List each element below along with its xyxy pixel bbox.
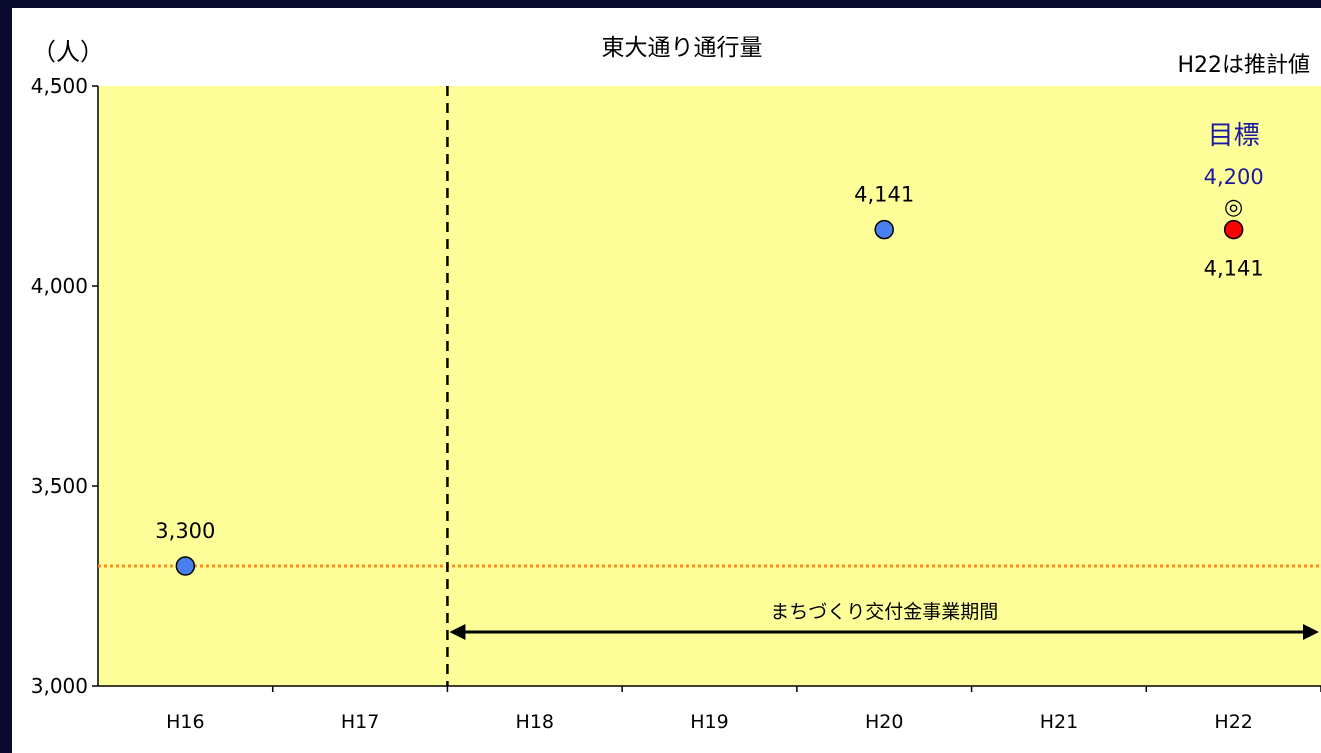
y-tick-label: 3,500 <box>31 474 88 498</box>
data-point <box>1223 219 1244 240</box>
target-value-label: 4,200 <box>1204 165 1264 189</box>
plot-area <box>98 86 1321 686</box>
chart-title: 東大通り通行量 <box>602 35 763 61</box>
data-point <box>874 219 894 240</box>
data-label: 4,141 <box>854 183 914 207</box>
y-tick-label: 4,500 <box>31 74 88 98</box>
data-label: 3,300 <box>155 519 215 543</box>
y-tick-label: 3,000 <box>31 674 88 698</box>
x-tick-label: H16 <box>166 711 204 733</box>
x-tick-label: H17 <box>341 711 379 733</box>
x-tick-label: H22 <box>1214 711 1252 733</box>
x-tick-label: H18 <box>516 711 554 733</box>
period-label: まちづくり交付金事業期間 <box>770 601 998 623</box>
target-marker: ◎ <box>1224 195 1243 220</box>
x-tick-label: H21 <box>1040 711 1078 733</box>
x-tick-label: H19 <box>690 711 728 733</box>
data-label: 4,141 <box>1204 257 1264 281</box>
period-arrow-head-right <box>1303 624 1319 640</box>
period-arrow-head-left <box>449 624 466 640</box>
estimate-note: H22は推計値 <box>1177 53 1310 78</box>
chart-svg: 3,000 3,500 4,000 4,500 H16 H17 H18 H19 H20 H21 H2… <box>31 35 1321 733</box>
target-title: 目標 <box>1208 121 1260 151</box>
data-point <box>175 556 196 576</box>
y-axis-unit: （人） <box>32 38 104 66</box>
axes: 3,000 3,500 4,000 4,500 H16 H17 H18 H19 H20 H21 H2… <box>31 74 1321 733</box>
marks: まちづくり交付金事業期間 3,300 4,141 4,141 ◎ 4,200 目標 <box>98 86 1321 686</box>
y-tick-label: 4,000 <box>31 274 88 298</box>
x-tick-label: H20 <box>865 711 903 733</box>
